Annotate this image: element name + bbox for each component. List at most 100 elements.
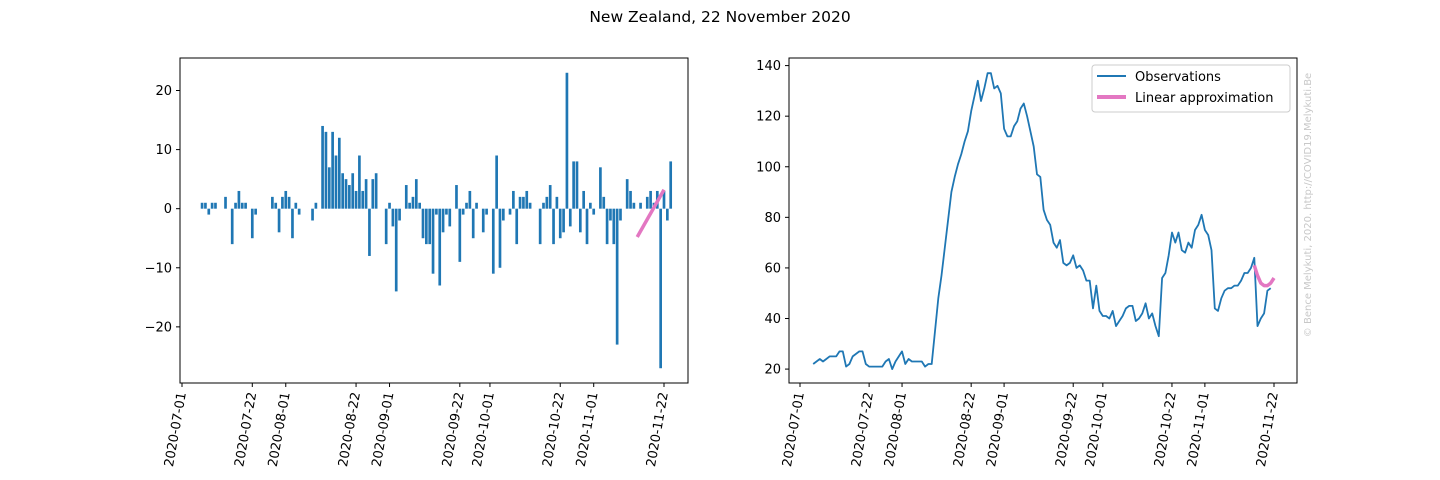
bar xyxy=(582,190,586,209)
y-tick-label: 140 xyxy=(756,59,781,74)
bar xyxy=(207,208,211,215)
bar xyxy=(619,208,622,221)
bar xyxy=(528,202,532,209)
bar xyxy=(388,202,391,209)
bar xyxy=(659,208,662,369)
bar xyxy=(327,167,331,209)
bar xyxy=(337,137,341,209)
bar xyxy=(294,202,298,209)
bar xyxy=(629,190,632,209)
bar xyxy=(578,208,582,233)
y-tick-label: −10 xyxy=(145,261,172,276)
bar xyxy=(341,173,345,209)
bar xyxy=(609,208,612,221)
legend: Observations Linear approximation xyxy=(1091,64,1291,113)
observations-line xyxy=(812,72,1272,371)
bar xyxy=(311,208,314,221)
y-tick-label: 120 xyxy=(756,110,781,125)
bar xyxy=(669,161,673,209)
bar xyxy=(555,196,559,209)
bar xyxy=(565,72,569,209)
bar-chart-daily-changes: −20 −10 0 10 20 2020-07-01 2020-07-22 2020-08-0… xyxy=(145,57,689,468)
bar xyxy=(491,208,495,274)
bar xyxy=(321,125,324,209)
bar xyxy=(234,202,237,209)
bar xyxy=(552,208,555,245)
y-tick-label: 20 xyxy=(764,363,781,378)
y-tick-label: 100 xyxy=(756,160,781,175)
bar xyxy=(438,208,442,286)
y-tick-label: 0 xyxy=(164,202,172,217)
bar xyxy=(297,208,301,215)
bar xyxy=(314,202,318,209)
bar xyxy=(512,190,515,209)
bar xyxy=(224,196,227,209)
bar xyxy=(615,208,619,345)
x-tick-label: 2020-08-22 xyxy=(951,391,979,468)
x-tick-label: 2020-10-01 xyxy=(470,391,498,468)
bar xyxy=(461,208,465,215)
x-tick-label: 2020-10-01 xyxy=(1083,391,1111,468)
x-tick-label: 2020-10-22 xyxy=(540,391,568,468)
bar xyxy=(475,202,478,209)
bar xyxy=(384,208,388,245)
bar xyxy=(515,208,519,245)
bar xyxy=(589,202,592,209)
bar xyxy=(632,202,636,209)
bar xyxy=(250,208,254,239)
bar xyxy=(291,208,294,239)
figure-title: New Zealand, 22 November 2020 xyxy=(589,8,850,26)
x-tick-label: 2020-08-22 xyxy=(336,391,364,468)
bar xyxy=(562,208,565,233)
bar xyxy=(214,202,217,209)
bar xyxy=(639,202,642,209)
bar xyxy=(525,190,529,209)
bar xyxy=(358,155,361,209)
x-tick-label: 2020-08-01 xyxy=(266,391,294,468)
bar xyxy=(240,202,244,209)
x-tick-label: 2020-10-22 xyxy=(1152,391,1180,468)
watermark: © Bence Melykuti, 2020. http://COVID19.M… xyxy=(1303,73,1314,337)
x-tick-label: 2020-11-01 xyxy=(574,391,602,468)
bar xyxy=(210,202,214,209)
bar xyxy=(572,161,575,209)
bar xyxy=(481,208,485,233)
bar xyxy=(599,167,602,209)
bar xyxy=(391,208,395,227)
bar xyxy=(518,196,522,209)
bar xyxy=(545,196,549,209)
bar xyxy=(548,185,552,209)
bar xyxy=(649,190,652,209)
bar xyxy=(274,202,278,209)
bar xyxy=(374,173,378,209)
bar xyxy=(538,208,542,245)
bar xyxy=(200,202,204,209)
bar xyxy=(602,196,606,209)
bar xyxy=(585,208,589,245)
bar xyxy=(411,196,415,209)
bar xyxy=(498,208,502,268)
plot-frame xyxy=(179,57,689,384)
bar xyxy=(666,208,669,221)
bar xyxy=(485,208,488,215)
x-tick-label: 2020-07-22 xyxy=(849,391,877,468)
x-tick-label: 2020-11-22 xyxy=(1254,391,1282,468)
y-tick-label: −20 xyxy=(145,320,172,335)
x-tick-label: 2020-09-01 xyxy=(370,391,398,468)
bar xyxy=(448,208,452,227)
bar xyxy=(568,208,572,227)
bar xyxy=(592,208,596,215)
bar xyxy=(558,208,562,239)
x-tick-label: 2020-09-22 xyxy=(440,391,468,468)
bar xyxy=(465,202,468,209)
bar xyxy=(334,155,338,209)
bar xyxy=(204,202,207,209)
bar xyxy=(458,208,462,262)
bar xyxy=(445,208,448,215)
bar xyxy=(361,190,365,209)
bar xyxy=(522,196,525,209)
bar xyxy=(230,208,234,245)
y-tick-label: 10 xyxy=(155,143,172,158)
bar xyxy=(605,208,609,245)
